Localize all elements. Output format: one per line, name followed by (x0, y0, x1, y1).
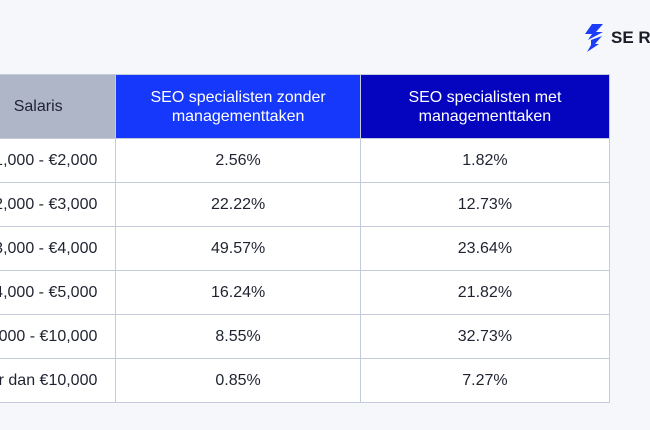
table-row: €2,000 - €3,000 22.22% 12.73% (0, 182, 611, 227)
with-cell: 7.27% (359, 358, 611, 403)
brand-logo: SE Ro (583, 24, 650, 52)
with-cell: 1.82% (359, 138, 611, 183)
without-cell: 22.22% (115, 182, 361, 227)
lightning-bolt-icon (585, 24, 603, 52)
salary-cell: €4,000 - €5,000 (0, 270, 117, 315)
with-cell: 23.64% (359, 226, 611, 271)
salary-cell: €2,000 - €3,000 (0, 182, 117, 227)
without-cell: 16.24% (115, 270, 361, 315)
table-row: €4,000 - €5,000 16.24% 21.82% (0, 270, 611, 315)
salary-table: Salaris SEO specialisten zonder manageme… (0, 74, 611, 403)
salary-cell: €5,000 - €10,000 (0, 314, 117, 359)
salary-cell: Meer dan €10,000 (0, 358, 117, 403)
table-header-row: Salaris SEO specialisten zonder manageme… (0, 74, 611, 139)
without-cell: 2.56% (115, 138, 361, 183)
table-row: €3,000 - €4,000 49.57% 23.64% (0, 226, 611, 271)
table-row: Meer dan €10,000 0.85% 7.27% (0, 358, 611, 403)
without-cell: 49.57% (115, 226, 361, 271)
without-cell: 0.85% (115, 358, 361, 403)
table-row: €5,000 - €10,000 8.55% 32.73% (0, 314, 611, 359)
salary-cell: €3,000 - €4,000 (0, 226, 117, 271)
with-cell: 21.82% (359, 270, 611, 315)
with-cell: 32.73% (359, 314, 611, 359)
without-cell: 8.55% (115, 314, 361, 359)
with-cell: 12.73% (359, 182, 611, 227)
header-without-management: SEO specialisten zonder managementtaken (115, 74, 361, 139)
salary-cell: €1,000 - €2,000 (0, 138, 117, 183)
header-with-management: SEO specialisten met managementtaken (359, 74, 611, 139)
header-salary: Salaris (0, 74, 117, 139)
brand-name: SE Ro (611, 28, 650, 47)
table-row: €1,000 - €2,000 2.56% 1.82% (0, 138, 611, 183)
